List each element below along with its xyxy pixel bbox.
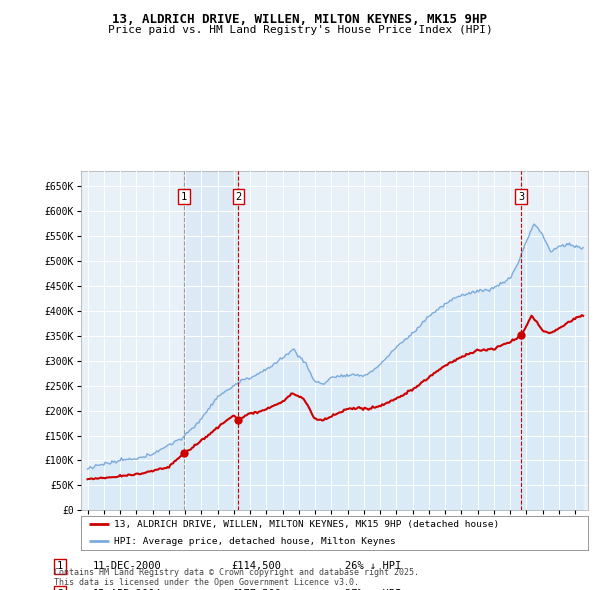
Text: 27% ↓ HPI: 27% ↓ HPI	[345, 589, 401, 590]
Text: Price paid vs. HM Land Registry's House Price Index (HPI): Price paid vs. HM Land Registry's House …	[107, 25, 493, 35]
Text: 3: 3	[518, 192, 524, 202]
Text: 2: 2	[57, 589, 63, 590]
Text: Contains HM Land Registry data © Crown copyright and database right 2025.
This d: Contains HM Land Registry data © Crown c…	[54, 568, 419, 587]
Text: 26% ↓ HPI: 26% ↓ HPI	[345, 562, 401, 571]
Text: 15-APR-2004: 15-APR-2004	[93, 589, 162, 590]
Text: £177,500: £177,500	[231, 589, 281, 590]
Bar	[184, 171, 238, 510]
Text: 13, ALDRICH DRIVE, WILLEN, MILTON KEYNES, MK15 9HP: 13, ALDRICH DRIVE, WILLEN, MILTON KEYNES…	[113, 13, 487, 26]
Text: 1: 1	[181, 192, 187, 202]
Text: 2: 2	[235, 192, 242, 202]
Text: £114,500: £114,500	[231, 562, 281, 571]
Text: HPI: Average price, detached house, Milton Keynes: HPI: Average price, detached house, Milt…	[114, 537, 396, 546]
Text: 13, ALDRICH DRIVE, WILLEN, MILTON KEYNES, MK15 9HP (detached house): 13, ALDRICH DRIVE, WILLEN, MILTON KEYNES…	[114, 520, 499, 529]
Text: 11-DEC-2000: 11-DEC-2000	[93, 562, 162, 571]
Text: 1: 1	[57, 562, 63, 571]
